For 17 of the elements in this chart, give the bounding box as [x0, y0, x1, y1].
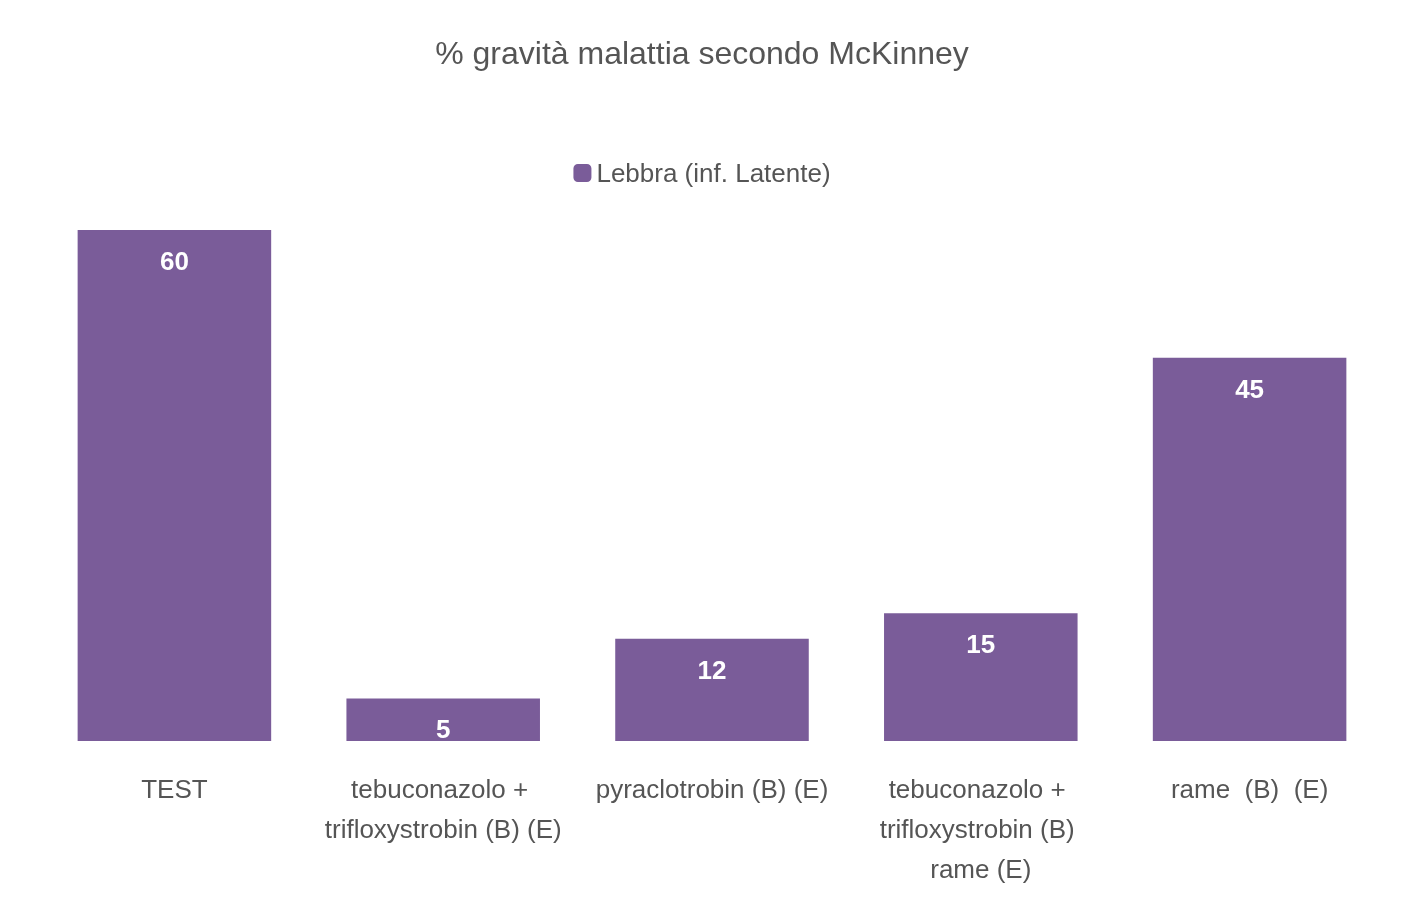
- bar: [346, 698, 540, 741]
- bar: [77, 230, 272, 741]
- x-tick-label: rame (B) (E): [1170, 774, 1329, 804]
- legend-label: Lebbra (inf. Latente): [596, 158, 831, 188]
- data-label: 12: [697, 654, 727, 685]
- data-label: 60: [159, 246, 189, 276]
- x-tick-label: TEST: [141, 774, 208, 804]
- data-label: 45: [1235, 373, 1265, 404]
- x-tick-label: pyraclotrobin (B) (E): [595, 774, 829, 804]
- x-tick-label: tebuconazolo + trifloxystrobin (B) rame (E): [879, 774, 1082, 884]
- chart-title: % gravità malattia secondo McKinney: [435, 35, 969, 71]
- data-label: 15: [966, 629, 996, 660]
- x-tick-label: tebuconazolo + trifloxystrobin (B) (E): [324, 774, 562, 844]
- bar: [615, 638, 809, 741]
- bar: [884, 613, 1078, 741]
- data-label: 5: [435, 714, 451, 745]
- bar: [1152, 357, 1347, 741]
